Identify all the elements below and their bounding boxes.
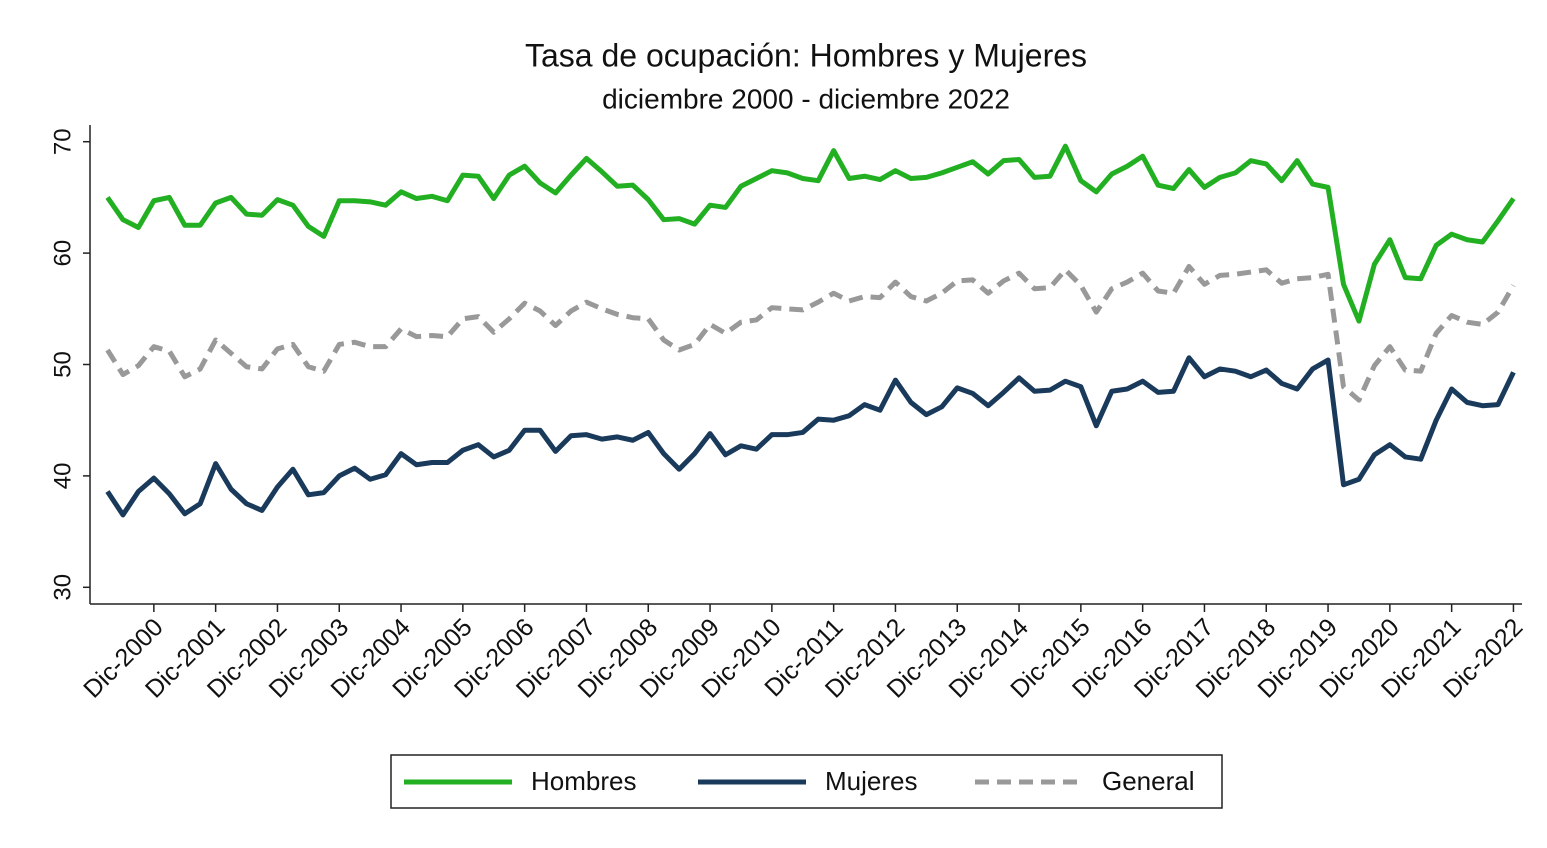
line-series — [105, 263, 1516, 403]
y-tick-label: 60 — [49, 240, 76, 267]
line-series — [105, 143, 1516, 324]
legend-label: Mujeres — [825, 766, 917, 796]
line-series — [105, 355, 1516, 518]
chart-subtitle: diciembre 2000 - diciembre 2022 — [602, 83, 1010, 114]
y-tick-label: 50 — [49, 351, 76, 378]
y-tick-label: 70 — [49, 128, 76, 155]
y-tick-label: 40 — [49, 463, 76, 490]
chart-title: Tasa de ocupación: Hombres y Mujeres — [525, 37, 1087, 73]
y-tick-label: 30 — [49, 574, 76, 601]
legend-label: Hombres — [531, 766, 636, 796]
legend-box — [390, 754, 1223, 809]
legend-label: General — [1102, 766, 1195, 796]
